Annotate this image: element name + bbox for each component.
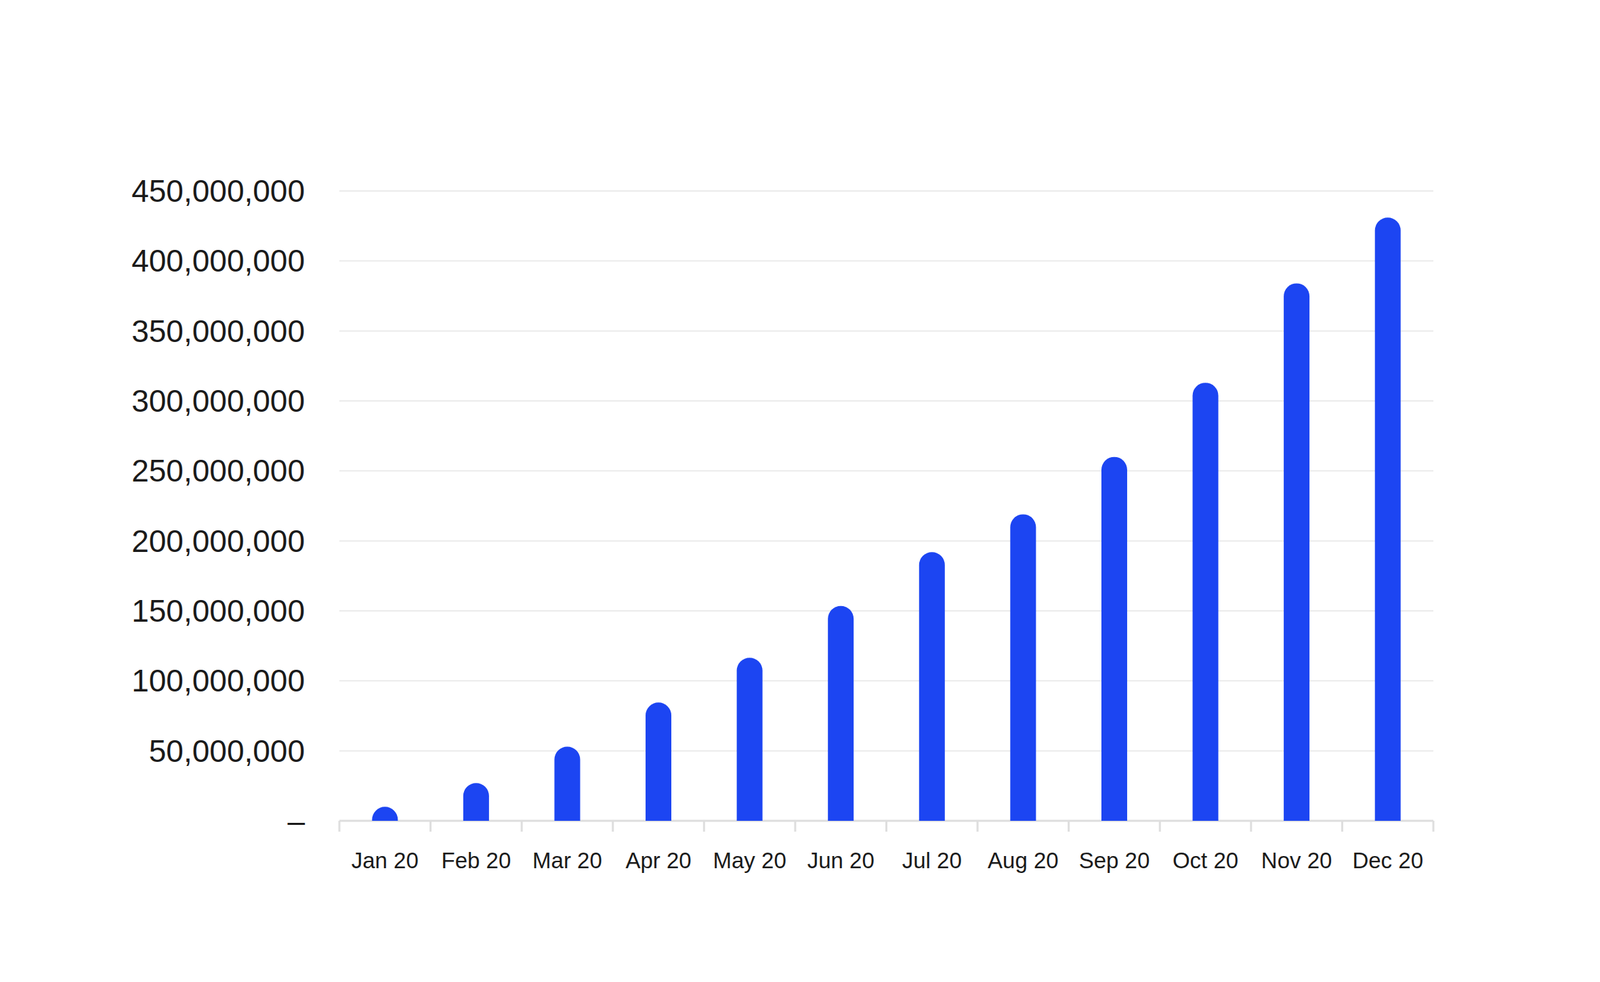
bar — [1375, 217, 1401, 821]
x-tick-label: Sep 20 — [1079, 848, 1151, 874]
y-tick-label: 250,000,000 — [131, 453, 305, 489]
grid-line — [339, 400, 1434, 402]
bar — [1283, 283, 1310, 821]
y-tick-label: 450,000,000 — [131, 173, 305, 209]
category-separator — [1067, 820, 1070, 832]
x-tick-label: May 20 — [713, 848, 787, 874]
x-tick-label: Dec 20 — [1352, 848, 1424, 874]
grid-line — [339, 190, 1434, 192]
category-separator — [793, 820, 796, 832]
category-separator — [611, 820, 614, 832]
bar — [371, 806, 398, 821]
bar — [737, 657, 763, 821]
chart-container: – 50,000,000 100,000,000 150,000,000 200,000… — [0, 0, 1600, 982]
x-tick-labels: Jan 20 Feb 20 Mar 20 Apr 20 May 20 Jun 20 Jul … — [351, 848, 1424, 874]
x-tick-label: Jan 20 — [351, 848, 419, 874]
category-separator — [520, 820, 523, 832]
category-separator — [1432, 820, 1435, 832]
bar — [919, 552, 945, 821]
category-separator — [429, 820, 432, 832]
grid-line — [339, 610, 1434, 612]
category-separator — [1341, 820, 1344, 832]
grid-line — [339, 680, 1434, 682]
grid-line — [339, 540, 1434, 542]
y-tick-label: 200,000,000 — [131, 523, 305, 559]
y-tick-label: 50,000,000 — [149, 733, 305, 769]
category-separator — [1249, 820, 1252, 832]
grid-line — [339, 470, 1434, 472]
category-separator — [338, 820, 341, 832]
bar — [645, 702, 672, 821]
grid-line — [339, 750, 1434, 752]
grid-line — [339, 330, 1434, 332]
bar — [1009, 514, 1036, 821]
bar — [1192, 382, 1219, 821]
x-tick-label: Apr 20 — [625, 848, 691, 874]
bars — [371, 217, 1401, 821]
x-tick-label: Oct 20 — [1172, 848, 1239, 874]
y-tick-label: 100,000,000 — [131, 663, 305, 699]
x-tick-label: Nov 20 — [1261, 848, 1333, 874]
y-tick-label: – — [287, 803, 305, 839]
bar — [463, 783, 490, 821]
bar — [1101, 457, 1128, 821]
bar — [554, 746, 580, 821]
category-separator — [1159, 820, 1162, 832]
x-tick-label: Aug 20 — [987, 848, 1059, 874]
y-tick-label: 300,000,000 — [131, 383, 305, 419]
x-tick-label: Jun 20 — [807, 848, 875, 874]
x-tick-label: Feb 20 — [441, 848, 512, 874]
category-separator — [703, 820, 706, 832]
bar — [827, 606, 854, 821]
category-separator — [976, 820, 979, 832]
y-tick-label: 350,000,000 — [131, 313, 305, 349]
x-tick-label: Mar 20 — [532, 848, 603, 874]
category-separator — [885, 820, 888, 832]
y-tick-labels: – 50,000,000 100,000,000 150,000,000 200,000… — [131, 173, 305, 839]
chart-svg: – 50,000,000 100,000,000 150,000,000 200,000… — [0, 0, 1600, 982]
y-tick-label: 400,000,000 — [131, 243, 305, 279]
grid — [339, 191, 1434, 752]
y-tick-label: 150,000,000 — [131, 593, 305, 629]
x-tick-label: Jul 20 — [902, 848, 962, 874]
grid-line — [339, 260, 1434, 262]
